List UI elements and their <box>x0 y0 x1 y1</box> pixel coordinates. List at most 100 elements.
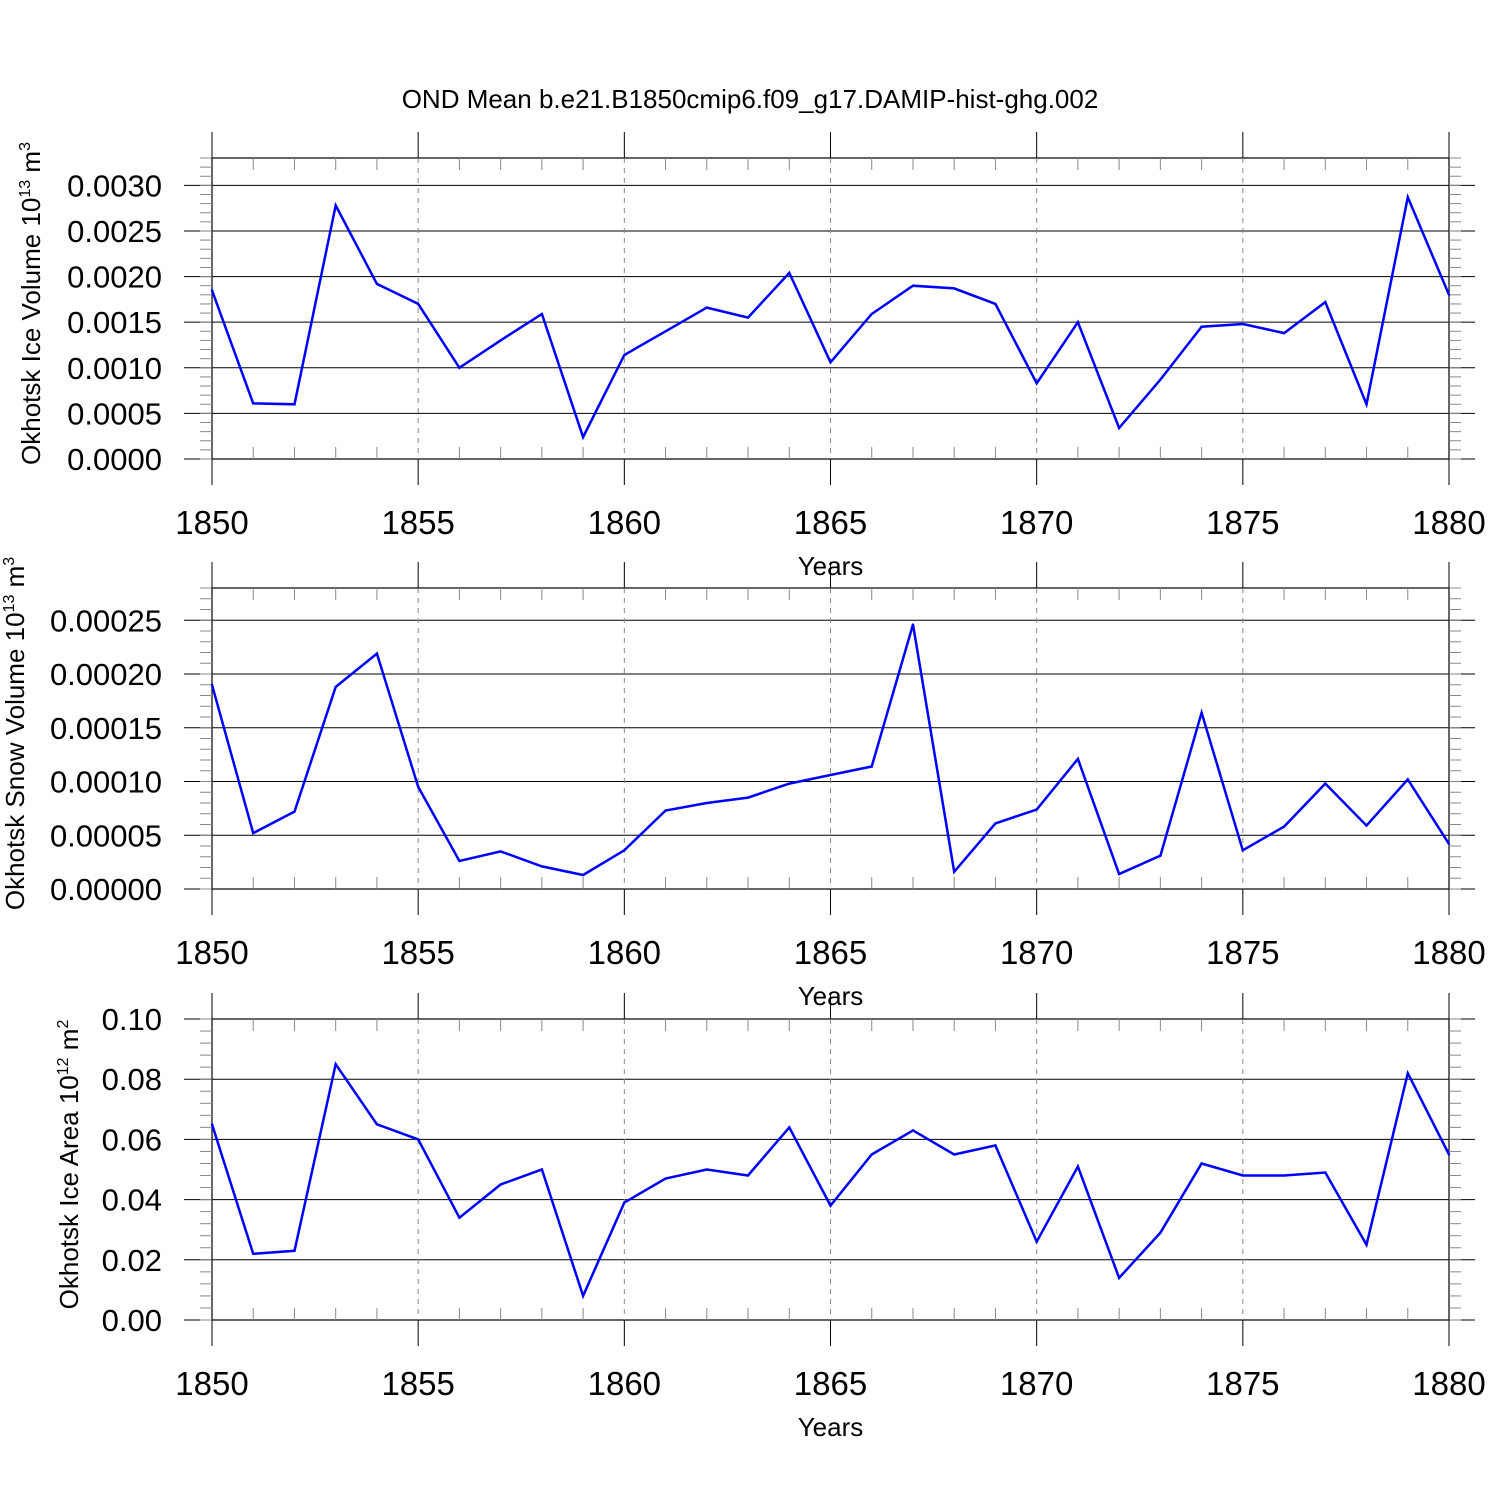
data-point <box>1159 854 1162 857</box>
x-tick-label: 1875 <box>1206 504 1279 541</box>
y-tick-label: 0.0005 <box>67 396 162 431</box>
data-point <box>623 849 626 852</box>
data-point <box>416 785 420 789</box>
y-tick-label: 0.0030 <box>67 168 162 203</box>
data-point <box>1365 824 1368 827</box>
data-point <box>1035 808 1038 811</box>
data-point <box>1200 711 1203 714</box>
x-tick-label: 1855 <box>381 934 454 971</box>
data-point <box>953 287 956 290</box>
x-tick-label: 1850 <box>175 1365 248 1402</box>
x-tick-label: 1880 <box>1412 1365 1485 1402</box>
data-point <box>499 850 502 853</box>
y-tick-label: 0.00010 <box>50 765 162 800</box>
data-point <box>1076 320 1080 324</box>
y-tick-label: 0.00025 <box>50 603 162 638</box>
data-point <box>1159 378 1162 381</box>
data-point <box>1282 1174 1286 1177</box>
data-point <box>1241 1174 1245 1177</box>
data-point <box>252 831 255 835</box>
data-point <box>1241 849 1245 852</box>
data-point <box>375 282 379 286</box>
data-point <box>664 809 667 812</box>
data-point <box>540 1168 544 1171</box>
data-point <box>829 1204 832 1207</box>
data-point <box>953 870 956 873</box>
x-tick-label: 1855 <box>381 504 454 541</box>
data-point <box>1447 1153 1451 1156</box>
y-tick-label: 0.06 <box>102 1122 162 1157</box>
data-point <box>293 1249 296 1252</box>
data-point <box>1406 778 1409 781</box>
data-point <box>1365 403 1368 406</box>
data-point <box>499 339 502 342</box>
data-point <box>416 1138 420 1141</box>
x-tick-label: 1860 <box>588 934 661 971</box>
x-tick-label: 1875 <box>1206 934 1279 971</box>
data-point <box>458 859 461 863</box>
data-point <box>540 865 544 868</box>
data-point <box>1076 757 1080 761</box>
y-axis-label: Okhotsk Snow Volume 1013 m3 <box>0 557 30 910</box>
y-tick-label: 0.00015 <box>50 711 162 746</box>
y-tick-label: 0.0000 <box>67 442 162 477</box>
x-tick-label: 1880 <box>1412 934 1485 971</box>
chart-title: OND Mean b.e21.B1850cmip6.f09_g17.DAMIP-… <box>402 84 1099 114</box>
data-point <box>953 1153 956 1156</box>
x-tick-label: 1850 <box>175 504 248 541</box>
panel-2: 0.00000 0.00005 0.00010 0.00015 0.00020 0.000… <box>0 557 1486 1011</box>
data-point <box>210 289 214 292</box>
data-point <box>1324 782 1327 785</box>
data-point <box>375 652 379 655</box>
x-tick-label: 1870 <box>1000 504 1073 541</box>
data-point <box>664 1177 667 1180</box>
y-tick-label: 0.02 <box>102 1243 162 1278</box>
x-tick-label: 1865 <box>794 504 867 541</box>
data-point <box>994 302 997 306</box>
data-point <box>1159 1231 1162 1234</box>
y-tick-label: 0.00005 <box>50 818 162 853</box>
data-point <box>705 306 708 309</box>
data-point <box>293 403 296 406</box>
data-point <box>581 435 585 439</box>
data-point <box>994 822 997 825</box>
x-tick-label: 1880 <box>1412 504 1485 541</box>
x-tick-label: 1870 <box>1000 1365 1073 1402</box>
x-tick-label: 1875 <box>1206 1365 1279 1402</box>
data-point <box>210 683 214 686</box>
data-point <box>746 1174 750 1177</box>
y-tick-label: 0.0015 <box>67 305 162 340</box>
data-point <box>623 353 626 357</box>
data-point <box>911 623 915 626</box>
data-point <box>623 1201 626 1204</box>
x-tick-label: 1860 <box>588 1365 661 1402</box>
data-point <box>252 402 255 405</box>
data-point <box>746 316 750 319</box>
data-point <box>334 685 337 689</box>
data-point <box>1117 426 1121 430</box>
x-tick-label: 1860 <box>588 504 661 541</box>
data-point <box>870 1153 873 1156</box>
panel-3: 0.00 0.02 0.04 0.06 0.08 0.10 1850 1855 1860 1865… <box>54 993 1486 1442</box>
y-tick-label: 0.00 <box>102 1303 162 1338</box>
data-point <box>870 312 873 316</box>
y-tick-label: 0.00000 <box>50 872 162 907</box>
data-point <box>210 1123 214 1126</box>
data-point <box>705 1168 708 1171</box>
y-tick-label: 0.0020 <box>67 260 162 295</box>
data-point <box>458 366 461 369</box>
data-point <box>334 204 337 207</box>
data-point <box>788 1126 791 1129</box>
data-point <box>375 1123 379 1126</box>
data-point <box>994 1144 997 1147</box>
data-point <box>829 361 832 364</box>
data-point <box>1447 293 1451 297</box>
data-point <box>416 302 420 306</box>
data-point <box>664 330 667 333</box>
x-tick-label: 1850 <box>175 934 248 971</box>
data-point <box>499 1183 502 1186</box>
data-point <box>1241 322 1245 326</box>
data-point <box>911 284 915 287</box>
